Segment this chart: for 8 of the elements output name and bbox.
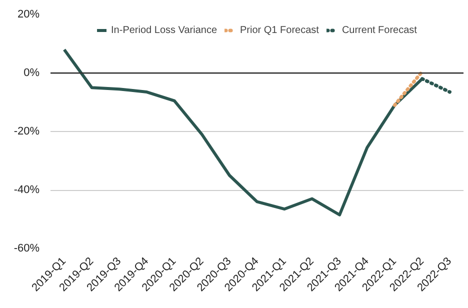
y-tick-label: -20% (14, 126, 40, 138)
y-tick-label: 0% (24, 67, 40, 79)
legend-label: Current Forecast (342, 24, 417, 36)
legend-label: In-Period Loss Variance (111, 24, 218, 36)
y-tick-label: -40% (14, 184, 40, 196)
y-tick-label: 20% (17, 8, 40, 20)
legend-label: Prior Q1 Forecast (240, 24, 319, 36)
y-tick-label: -60% (14, 242, 40, 254)
